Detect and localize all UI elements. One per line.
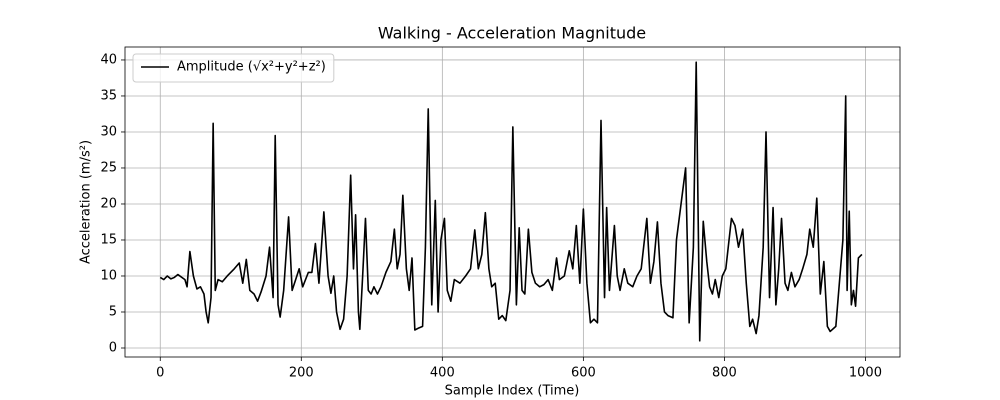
y-tick-label: 40 — [100, 52, 117, 67]
x-tick-label: 0 — [156, 366, 164, 381]
y-tick-label: 15 — [100, 232, 117, 247]
plot-frame — [124, 46, 901, 358]
y-tick-label: 35 — [100, 88, 117, 103]
x-tick-label: 1000 — [849, 366, 882, 381]
x-tick-label: 400 — [430, 366, 455, 381]
y-tick-label: 30 — [100, 124, 117, 139]
data-line — [159, 61, 863, 342]
y-tick-label: 5 — [109, 304, 117, 319]
y-tick-label: 20 — [100, 196, 117, 211]
y-tick-label: 10 — [100, 268, 117, 283]
legend-box — [132, 53, 335, 83]
y-tick-label: 25 — [100, 160, 117, 175]
x-tick-label: 200 — [289, 366, 314, 381]
x-tick-label: 600 — [571, 366, 596, 381]
legend-label: Amplitude (√x²+y²+z²) — [177, 60, 326, 75]
y-tick-label: 0 — [109, 340, 117, 355]
x-tick-label: 800 — [712, 366, 737, 381]
chart-title: Walking - Acceleration Magnitude — [378, 24, 646, 43]
y-axis-label: Acceleration (m/s²) — [79, 140, 94, 264]
x-axis-label: Sample Index (Time) — [445, 384, 580, 399]
